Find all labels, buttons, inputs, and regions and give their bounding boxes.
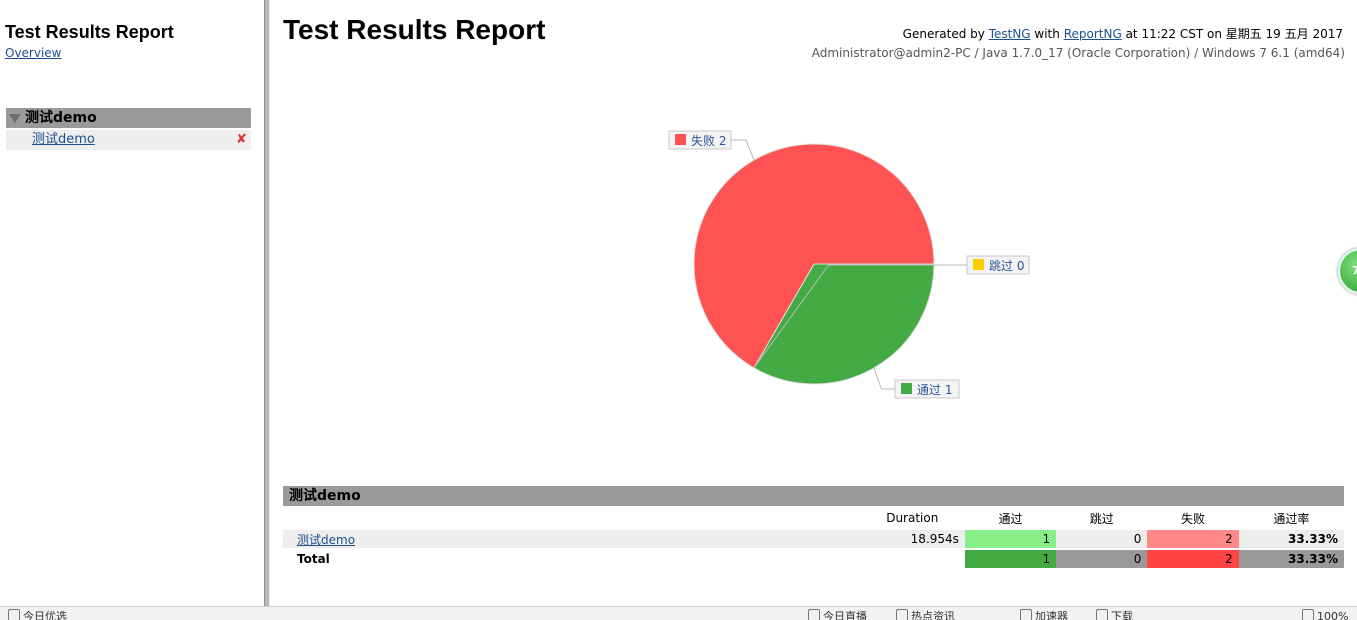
testng-link[interactable]: TestNG xyxy=(988,27,1031,41)
legend-swatch-0 xyxy=(675,134,686,145)
legend-connector-1 xyxy=(753,264,967,369)
col-failed: 失败 xyxy=(1181,511,1206,526)
col-passed: 通过 xyxy=(998,511,1023,526)
page-title: Test Results Report xyxy=(283,14,546,45)
row-passed: 1 xyxy=(964,530,1057,548)
row-failed: 2 xyxy=(1147,530,1239,548)
row-pass-rate: 33.33% xyxy=(1238,530,1344,548)
total-passed: 1 xyxy=(964,550,1057,568)
table-row: 测试demo 18.954s 1 0 2 33.33% xyxy=(283,530,1344,548)
play-icon xyxy=(808,609,820,620)
download-icon xyxy=(1096,609,1108,620)
results-table: Duration 通过 跳过 失败 通过率 测试demo 18.954s 1 0… xyxy=(283,506,1344,570)
system-info: Administrator@admin2-PC / Java 1.7.0_17 … xyxy=(811,46,1345,60)
total-duration xyxy=(860,550,965,568)
results-section: 测试demo Duration 通过 跳过 失败 通过率 测试demo 18.9… xyxy=(283,486,1344,570)
col-pass-rate: 通过率 xyxy=(1273,511,1310,526)
nav-title: Test Results Report xyxy=(5,22,174,42)
legend-label-0: 失败 2 xyxy=(691,133,726,148)
total-row: Total 1 0 2 33.33% xyxy=(283,550,1344,568)
status-item-deals[interactable]: 今日优选 xyxy=(8,607,67,620)
row-skipped: 0 xyxy=(1056,530,1148,548)
generated-suffix: at 11:22 CST on 星期五 19 五月 2017 xyxy=(1121,27,1343,41)
pie-slice-2[interactable] xyxy=(753,263,935,385)
row-test-link[interactable]: 测试demo xyxy=(297,532,356,547)
results-group-header: 测试demo xyxy=(283,486,1344,506)
suite-header[interactable]: 测试demo xyxy=(6,108,251,128)
col-duration: Duration xyxy=(886,511,939,525)
legend-swatch-2 xyxy=(901,383,912,394)
collapse-triangle-icon[interactable] xyxy=(9,113,21,123)
rocket-icon xyxy=(1020,609,1032,620)
generated-info: Generated by TestNG with ReportNG at 11:… xyxy=(903,25,1343,42)
total-failed: 2 xyxy=(1147,550,1239,568)
legend-connector-2 xyxy=(873,367,895,390)
total-label: Total xyxy=(297,552,330,566)
fail-cross-icon: ✘ xyxy=(236,132,247,147)
status-item-news[interactable]: 热点资讯 xyxy=(896,607,955,620)
legend-swatch-1 xyxy=(973,259,984,270)
reportng-link[interactable]: ReportNG xyxy=(1063,27,1122,41)
frame-splitter[interactable] xyxy=(264,0,270,606)
test-list-item: 测试demo ✘ xyxy=(6,130,251,150)
test-link[interactable]: 测试demo xyxy=(32,132,95,147)
status-item-download[interactable]: 下载 xyxy=(1096,607,1133,620)
row-duration: 18.954s xyxy=(859,530,965,548)
legend-connector-0 xyxy=(731,139,755,161)
legend-label-2: 通过 1 xyxy=(917,383,952,397)
status-item-accelerator[interactable]: 加速器 xyxy=(1020,607,1068,620)
status-item-zoom[interactable]: 100% xyxy=(1302,607,1348,620)
overview-link[interactable]: Overview xyxy=(5,46,62,60)
total-skipped: 0 xyxy=(1056,550,1148,568)
legend-label-1: 跳过 0 xyxy=(989,259,1024,273)
gift-icon xyxy=(8,609,20,620)
legend-item-2: 通过 1 xyxy=(894,379,960,399)
legend-item-0: 失败 2 xyxy=(668,130,732,150)
pie-chart: 失败 2 跳过 0 通过 1 xyxy=(668,130,1030,399)
zoom-icon xyxy=(1302,609,1314,620)
browser-status-bar: 今日优选 今日直播 热点资讯 加速器 下载 100% xyxy=(0,606,1357,620)
with-text: with xyxy=(1030,27,1064,41)
generated-prefix: Generated by xyxy=(902,27,989,41)
col-skipped: 跳过 xyxy=(1089,511,1114,526)
col-name xyxy=(283,508,860,528)
news-icon xyxy=(896,609,908,620)
main-frame: Test Results Report Generated by TestNG … xyxy=(271,0,1357,606)
status-item-live[interactable]: 今日直播 xyxy=(808,607,867,620)
total-pass-rate: 33.33% xyxy=(1238,550,1344,568)
navigation-frame: Test Results Report Overview 测试demo 测试de… xyxy=(0,0,265,606)
legend-item-1: 跳过 0 xyxy=(966,255,1030,275)
suite-name: 测试demo xyxy=(25,110,97,126)
